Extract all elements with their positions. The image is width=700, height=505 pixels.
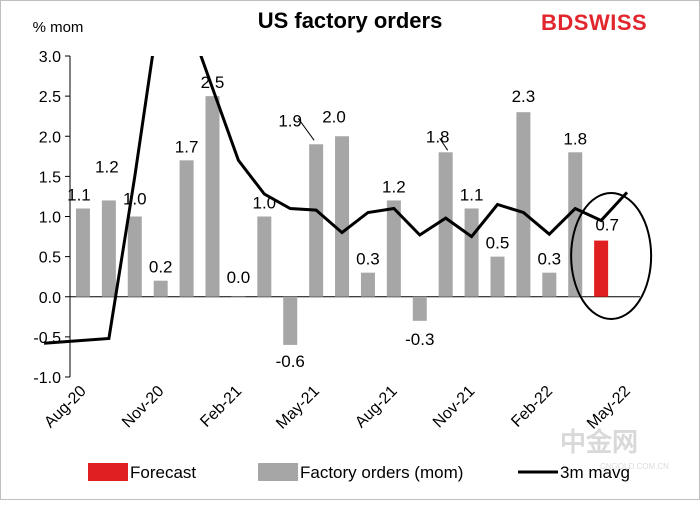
data-label: 0.5 <box>486 234 510 253</box>
y-tick-label: -1.0 <box>33 370 61 387</box>
y-tick-label: 0.0 <box>39 290 61 307</box>
factory-orders-bar <box>257 216 272 297</box>
y-tick-label: 2.5 <box>39 89 61 106</box>
factory-orders-bar <box>75 208 90 297</box>
forecast-bar <box>594 240 609 297</box>
factory-orders-bar <box>360 272 375 297</box>
factory-orders-bar <box>127 216 142 297</box>
y-axis-label: % mom <box>33 19 84 36</box>
factory-orders-bar <box>412 296 427 321</box>
data-label: 0.7 <box>595 216 619 235</box>
watermark-sub-text: CNGOLD.COM.CN <box>600 462 669 471</box>
watermark: 中金网 <box>560 422 638 459</box>
factory-orders-bar <box>438 152 453 297</box>
data-label: -0.3 <box>405 330 434 349</box>
data-label: 1.1 <box>460 185 484 204</box>
factory-orders-bar <box>335 136 350 297</box>
data-label: 0.0 <box>227 268 251 287</box>
factory-orders-bar <box>205 96 220 297</box>
data-labels: 1.11.21.00.21.72.50.01.0-0.61.9 2.00.31.2… <box>67 73 619 371</box>
factory-orders-bar <box>231 296 246 298</box>
annotations <box>570 192 653 320</box>
factory-orders-bar <box>516 112 531 297</box>
factory-orders-bar <box>179 160 194 297</box>
y-tick-label: 1.0 <box>39 210 61 227</box>
legend-label: 3m mavg <box>560 463 630 482</box>
data-label: 1.0 <box>123 190 147 209</box>
y-axis: 3.02.52.01.51.00.50.0-0.5-1.0 <box>33 49 640 387</box>
factory-orders-bar <box>101 200 116 297</box>
data-label: -0.6 <box>276 352 305 371</box>
chart-title: US factory orders <box>258 8 443 33</box>
data-label: 1.9 <box>278 111 302 130</box>
data-label: 2.3 <box>512 87 536 106</box>
y-tick-label: 1.5 <box>39 169 61 186</box>
data-label: 0.2 <box>149 258 173 277</box>
brand-name: BDSWISS <box>541 10 648 35</box>
data-label: 1.2 <box>382 177 406 196</box>
brand-logo: BDSWISS <box>541 10 647 36</box>
y-tick-label: 2.0 <box>39 129 61 146</box>
leader-line <box>439 138 449 151</box>
factory-orders-bar <box>490 256 505 297</box>
data-label: 0.3 <box>356 250 380 269</box>
data-label: 1.0 <box>252 194 276 213</box>
legend-swatch <box>258 463 298 481</box>
factory-orders-bar <box>568 152 583 297</box>
data-label: 2.0 <box>322 107 346 126</box>
factory-orders-bar <box>542 272 557 297</box>
y-tick-label: 3.0 <box>39 49 61 66</box>
y-tick-label: 0.5 <box>39 250 61 267</box>
factory-orders-bar <box>283 296 298 345</box>
mavg-line <box>43 56 629 345</box>
leader-line <box>297 117 315 141</box>
data-label: 1.2 <box>95 157 119 176</box>
data-label: 1.8 <box>426 127 450 146</box>
factory-orders-bar <box>153 280 168 297</box>
data-label: 1.8 <box>563 129 587 148</box>
legend-label: Forecast <box>130 463 196 482</box>
line-series <box>43 56 629 345</box>
legend: Forecast Factory orders (mom) 3m mavg <box>88 463 630 482</box>
data-label: 0.3 <box>537 250 561 269</box>
forecast-highlight-ellipse <box>570 192 653 320</box>
watermark-sub: CNGOLD.COM.CN <box>600 462 669 471</box>
data-label: 1.1 <box>67 185 91 204</box>
factory-orders-bar <box>464 208 479 297</box>
legend-label: Factory orders (mom) <box>300 463 463 482</box>
factory-orders-bar <box>386 200 401 297</box>
bars <box>75 96 609 345</box>
data-label: 1.7 <box>175 137 199 156</box>
watermark-main: 中金网 <box>560 427 639 457</box>
factory-orders-bar <box>309 144 324 297</box>
data-label: 2.5 <box>201 73 225 92</box>
legend-swatch <box>88 463 128 481</box>
